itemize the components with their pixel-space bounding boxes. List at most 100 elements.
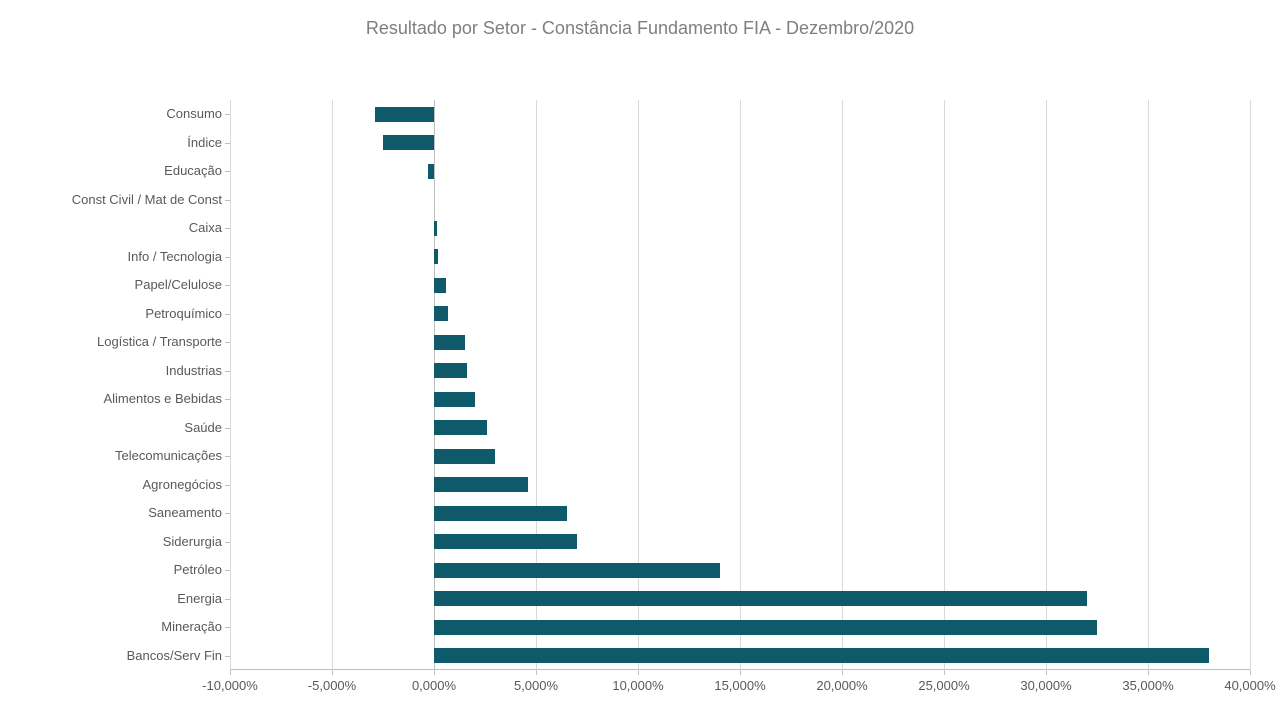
y-tick-label: Papel/Celulose xyxy=(0,271,222,300)
bar xyxy=(434,363,467,378)
bar-row xyxy=(230,243,1250,272)
bar-row xyxy=(230,385,1250,414)
bar xyxy=(383,135,434,150)
gridline xyxy=(1250,100,1251,670)
bar-row xyxy=(230,328,1250,357)
y-tick xyxy=(225,371,230,372)
y-tick xyxy=(225,200,230,201)
x-tick xyxy=(536,670,537,675)
bar xyxy=(434,506,567,521)
y-tick xyxy=(225,570,230,571)
y-tick xyxy=(225,143,230,144)
x-tick-label: 15,000% xyxy=(714,678,765,693)
chart-title: Resultado por Setor - Constância Fundame… xyxy=(0,18,1280,39)
y-tick xyxy=(225,342,230,343)
bar-row xyxy=(230,100,1250,129)
plot-area xyxy=(230,100,1250,670)
bar-row xyxy=(230,271,1250,300)
y-tick-label: Índice xyxy=(0,129,222,158)
bar-row xyxy=(230,186,1250,215)
y-tick xyxy=(225,257,230,258)
y-tick xyxy=(225,599,230,600)
y-tick xyxy=(225,114,230,115)
x-tick-label: 0,000% xyxy=(412,678,456,693)
x-tick xyxy=(230,670,231,675)
bar xyxy=(434,278,446,293)
bar xyxy=(434,477,528,492)
bar-row xyxy=(230,499,1250,528)
y-tick-label: Logística / Transporte xyxy=(0,328,222,357)
x-tick-label: 5,000% xyxy=(514,678,558,693)
bar xyxy=(434,449,495,464)
x-tick-label: 20,000% xyxy=(816,678,867,693)
y-tick-label: Mineração xyxy=(0,613,222,642)
bar xyxy=(434,306,448,321)
bar-row xyxy=(230,528,1250,557)
x-axis-labels: -10,000%-5,000%0,000%5,000%10,000%15,000… xyxy=(230,678,1250,698)
bar xyxy=(434,335,465,350)
y-tick-label: Siderurgia xyxy=(0,528,222,557)
y-tick-label: Consumo xyxy=(0,100,222,129)
bar xyxy=(434,534,577,549)
bar-row xyxy=(230,214,1250,243)
y-tick xyxy=(225,428,230,429)
bar xyxy=(434,591,1087,606)
bar-row xyxy=(230,414,1250,443)
x-tick xyxy=(944,670,945,675)
y-tick xyxy=(225,485,230,486)
bar-row xyxy=(230,442,1250,471)
x-tick-label: 25,000% xyxy=(918,678,969,693)
x-tick xyxy=(1250,670,1251,675)
bar-row xyxy=(230,613,1250,642)
y-tick-label: Petróleo xyxy=(0,556,222,585)
bar xyxy=(434,392,475,407)
y-tick-label: Agronegócios xyxy=(0,471,222,500)
y-tick xyxy=(225,314,230,315)
x-tick-label: 10,000% xyxy=(612,678,663,693)
y-tick-label: Energia xyxy=(0,585,222,614)
bar-row xyxy=(230,129,1250,158)
y-tick-label: Telecomunicações xyxy=(0,442,222,471)
x-tick xyxy=(1046,670,1047,675)
bar xyxy=(434,648,1209,663)
y-tick xyxy=(225,228,230,229)
bar-row xyxy=(230,585,1250,614)
x-tick xyxy=(332,670,333,675)
x-tick xyxy=(842,670,843,675)
x-tick-label: -5,000% xyxy=(308,678,356,693)
bar-row xyxy=(230,357,1250,386)
bar-row xyxy=(230,300,1250,329)
y-axis-labels: ConsumoÍndiceEducaçãoConst Civil / Mat d… xyxy=(0,100,222,670)
y-tick-label: Info / Tecnologia xyxy=(0,243,222,272)
x-tick xyxy=(434,670,435,675)
y-tick-label: Saúde xyxy=(0,414,222,443)
x-tick-label: 30,000% xyxy=(1020,678,1071,693)
y-tick xyxy=(225,656,230,657)
y-tick-label: Const Civil / Mat de Const xyxy=(0,186,222,215)
y-tick-label: Alimentos e Bebidas xyxy=(0,385,222,414)
y-tick xyxy=(225,513,230,514)
y-tick xyxy=(225,542,230,543)
bar xyxy=(428,164,434,179)
bar-row xyxy=(230,642,1250,671)
y-tick-label: Saneamento xyxy=(0,499,222,528)
bars-container xyxy=(230,100,1250,670)
x-tick xyxy=(638,670,639,675)
bar-row xyxy=(230,157,1250,186)
bar-row xyxy=(230,471,1250,500)
bar xyxy=(434,249,438,264)
x-tick xyxy=(740,670,741,675)
bar xyxy=(434,420,487,435)
bar xyxy=(434,221,437,236)
x-tick-label: 40,000% xyxy=(1224,678,1275,693)
y-tick-label: Petroquímico xyxy=(0,300,222,329)
bar xyxy=(434,563,720,578)
y-tick xyxy=(225,285,230,286)
y-tick xyxy=(225,456,230,457)
x-tick-label: 35,000% xyxy=(1122,678,1173,693)
x-tick-label: -10,000% xyxy=(202,678,258,693)
bar-row xyxy=(230,556,1250,585)
y-tick xyxy=(225,399,230,400)
y-tick xyxy=(225,171,230,172)
bar xyxy=(434,620,1097,635)
